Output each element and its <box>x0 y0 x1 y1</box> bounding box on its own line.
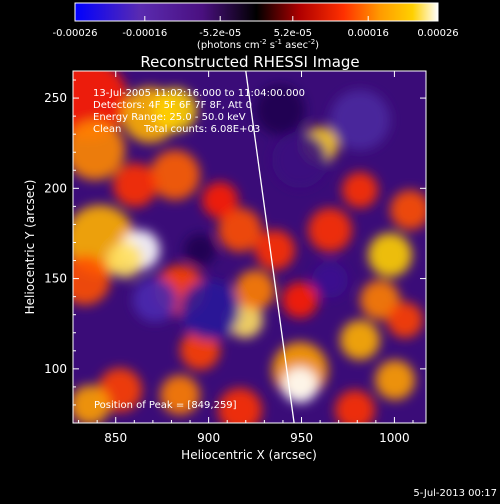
x-tick-label: 900 <box>197 431 220 445</box>
colorbar-tick-label: 0.00026 <box>417 28 458 39</box>
info-clean: Clean <box>93 124 121 135</box>
colorbar-unit-label: (photons cm-2 s-1 asec-2) <box>197 38 319 51</box>
info-total-counts: Total counts: 6.08E+03 <box>143 124 260 135</box>
colorbar-gradient <box>74 2 439 22</box>
x-tick-label: 850 <box>104 431 127 445</box>
axes: 850 900 950 1000 100 150 200 250 <box>44 71 426 445</box>
solar-limb-line <box>245 71 295 423</box>
footer-date: 5-Jul-2013 00:17 <box>413 488 497 499</box>
y-tick-label: 200 <box>44 181 67 195</box>
x-axis-label: Heliocentric X (arcsec) <box>181 448 317 462</box>
colorbar: -0.00026 -0.00016 -5.2e-05 5.2e-05 0.00016 0.… <box>53 2 459 51</box>
heatmap-image <box>73 71 426 423</box>
info-time-range: 13-Jul-2005 11:02:16.000 to 11:04:00.000 <box>93 88 305 99</box>
y-tick-label: 150 <box>44 272 67 286</box>
colorbar-tick-label: 5.2e-05 <box>274 28 312 39</box>
y-axis-label: Heliocentric Y (arcsec) <box>23 180 37 315</box>
info-annotation: 13-Jul-2005 11:02:16.000 to 11:04:00.000… <box>93 88 305 135</box>
colorbar-ticks: -0.00026 -0.00016 -5.2e-05 5.2e-05 0.00016 0.… <box>53 16 459 39</box>
plot-frame <box>72 70 427 424</box>
info-energy-range: Energy Range: 25.0 - 50.0 keV <box>93 112 246 123</box>
y-tick-label: 250 <box>44 91 67 105</box>
plot-title: Reconstructed RHESSI Image <box>140 53 359 71</box>
colorbar-tick-label: 0.00016 <box>348 28 389 39</box>
x-tick-label: 1000 <box>379 431 410 445</box>
colorbar-tick-label: -5.2e-05 <box>199 28 241 39</box>
peak-position-text: Position of Peak = [849,259] <box>94 400 237 411</box>
colorbar-tick-label: -0.00016 <box>122 28 167 39</box>
info-detectors: Detectors: 4F 5F 6F 7F 8F, Att 0 <box>93 100 252 111</box>
x-tick-label: 950 <box>290 431 313 445</box>
colorbar-tick-label: -0.00026 <box>53 28 98 39</box>
y-tick-label: 100 <box>44 362 67 376</box>
